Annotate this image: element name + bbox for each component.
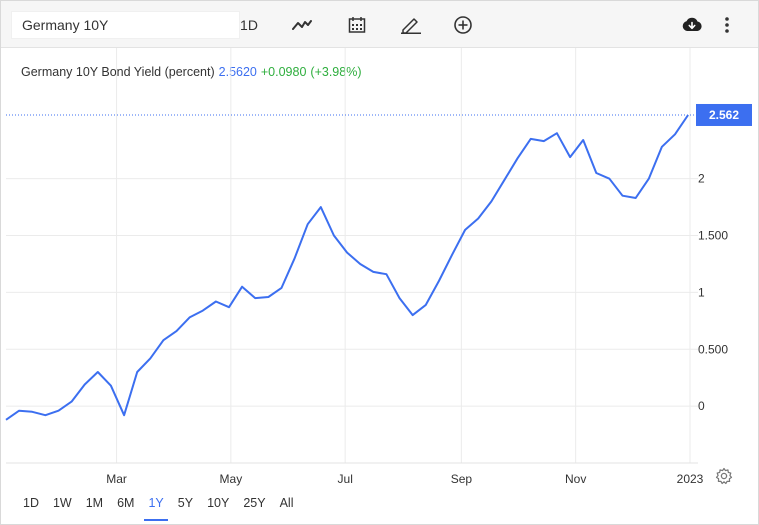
add-circle-icon[interactable] — [452, 13, 474, 37]
range-1d[interactable]: 1D — [23, 496, 39, 510]
x-tick-label: Sep — [451, 472, 473, 486]
y-tick-label: 0.500 — [698, 342, 728, 356]
range-5y[interactable]: 5Y — [177, 496, 194, 510]
x-tick-label: 2023 — [677, 472, 704, 486]
series-name: Germany 10Y Bond Yield (percent) — [21, 65, 215, 79]
symbol-search-input[interactable]: Germany 10Y — [11, 11, 240, 39]
interval-button[interactable]: 1D — [240, 17, 258, 33]
last-value-label: 2.562 — [709, 108, 739, 122]
range-1y[interactable]: 1Y — [141, 493, 170, 521]
last-price: 2.5620 — [218, 65, 257, 79]
more-vertical-icon[interactable] — [719, 13, 735, 37]
price-change: +0.0980 — [260, 65, 307, 79]
y-tick-label: 1 — [698, 285, 705, 299]
range-all[interactable]: All — [279, 496, 294, 510]
range-selector: 1D 1W 1M 6M 1Y 5Y 10Y 25Y All — [16, 493, 300, 521]
range-6m[interactable]: 6M — [117, 496, 135, 510]
range-10y[interactable]: 10Y — [207, 496, 230, 510]
settings-gear-icon[interactable] — [715, 467, 733, 485]
x-tick-label: Jul — [338, 472, 353, 486]
range-1m[interactable]: 1M — [85, 496, 104, 510]
y-tick-label: 1.500 — [698, 229, 728, 243]
range-25y[interactable]: 25Y — [243, 496, 266, 510]
line-chart-icon[interactable] — [291, 13, 313, 37]
range-1w[interactable]: 1W — [52, 496, 72, 510]
last-value-tag — [696, 103, 752, 126]
chart-legend: Germany 10Y Bond Yield (percent) 2.5620 +0… — [21, 65, 362, 79]
download-icon[interactable] — [681, 13, 703, 37]
chart-toolbar: Germany 10Y 1D — [1, 1, 758, 48]
pencil-icon[interactable] — [399, 13, 423, 37]
y-tick-label: 2 — [698, 172, 705, 186]
x-tick-label: May — [220, 472, 243, 486]
y-tick-label: 0 — [698, 399, 705, 413]
series-line — [5, 114, 689, 421]
x-tick-label: Nov — [565, 472, 586, 486]
price-change-percent: (+3.98%) — [310, 65, 362, 79]
x-tick-label: Mar — [106, 472, 127, 486]
calendar-icon[interactable] — [346, 13, 368, 37]
